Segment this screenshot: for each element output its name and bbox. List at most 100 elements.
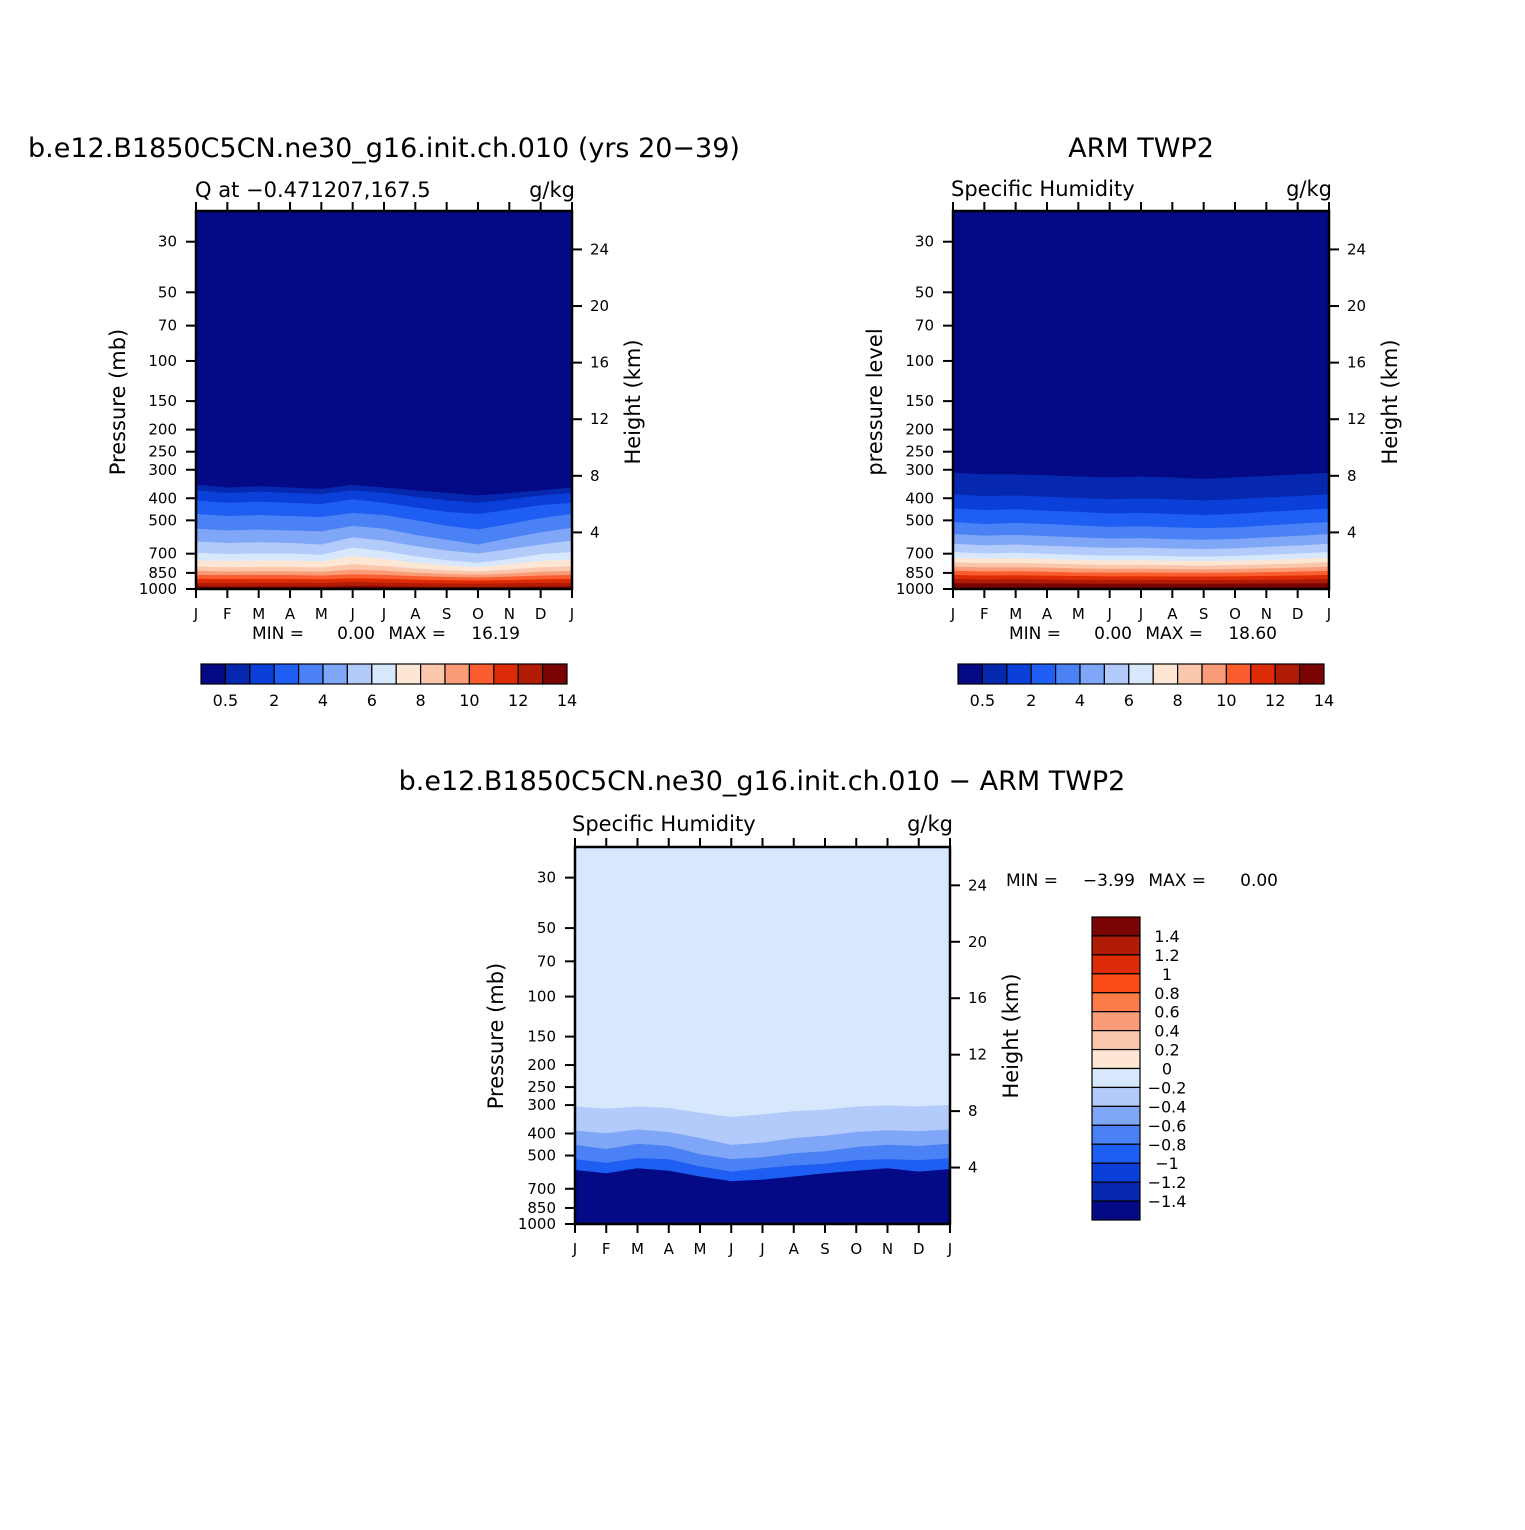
y-tick-label: 250 bbox=[527, 1078, 556, 1096]
y-tick-label: 150 bbox=[148, 392, 177, 410]
colorbar-label: 6 bbox=[367, 691, 377, 710]
y-tick-label: 1000 bbox=[518, 1215, 556, 1233]
panel-difference-units: g/kg bbox=[907, 812, 953, 836]
panel-difference: b.e12.B1850C5CN.ne30_g16.init.ch.010 − A… bbox=[399, 766, 1278, 1258]
colorbar-swatch bbox=[1091, 973, 1141, 994]
y-tick-label: 100 bbox=[905, 352, 934, 370]
colorbar-swatch bbox=[224, 663, 251, 685]
y-tick-label: 70 bbox=[158, 317, 177, 335]
y-tick-label: 100 bbox=[527, 988, 556, 1006]
colorbar-label: 10 bbox=[1216, 691, 1236, 710]
panel-difference-max-value: 0.00 bbox=[1240, 871, 1278, 891]
colorbar-swatch bbox=[1091, 1048, 1141, 1070]
y-tick-label: 100 bbox=[148, 352, 177, 370]
colorbar-label: 14 bbox=[1314, 691, 1334, 710]
x-tick-label: A bbox=[285, 605, 296, 623]
x-tick-label: A bbox=[1167, 605, 1178, 623]
colorbar-swatch bbox=[957, 663, 983, 685]
colorbar-swatch bbox=[1091, 954, 1141, 975]
panel-observation: ARM TWP2 Specific Humidity g/kg J F M A M J J A… bbox=[863, 133, 1402, 710]
y-tick-label: 30 bbox=[537, 869, 556, 887]
colorbar-swatch bbox=[1091, 1067, 1141, 1089]
colorbar-swatch bbox=[1250, 663, 1276, 685]
colorbar-swatch bbox=[1091, 1124, 1141, 1145]
colorbar-swatch bbox=[298, 663, 324, 685]
panel-difference-min-value: −3.99 bbox=[1083, 871, 1135, 891]
x-tick-label: J bbox=[349, 605, 354, 623]
right-tick-label: 12 bbox=[968, 1046, 987, 1064]
colorbar-label: 14 bbox=[557, 691, 577, 710]
y-tick-label: 1000 bbox=[139, 580, 177, 598]
y-tick-label: 30 bbox=[158, 233, 177, 251]
panel-difference-right-axis-label: Height (km) bbox=[999, 973, 1023, 1098]
y-tick-label: 500 bbox=[905, 511, 934, 529]
panel-model-max-label: MAX = bbox=[388, 624, 446, 644]
colorbar-label: −0.4 bbox=[1148, 1097, 1187, 1116]
y-tick-label: 50 bbox=[158, 283, 177, 301]
x-tick-label: D bbox=[535, 605, 547, 623]
colorbar-swatch bbox=[1176, 663, 1203, 685]
colorbar-swatch bbox=[1091, 1162, 1141, 1183]
colorbar-swatch bbox=[1152, 663, 1179, 685]
colorbar-swatch bbox=[371, 663, 397, 685]
colorbar-swatch bbox=[981, 663, 1008, 685]
colorbar-label: −1.2 bbox=[1148, 1173, 1187, 1192]
colorbar-swatch bbox=[1091, 935, 1141, 956]
right-tick-label: 16 bbox=[1347, 354, 1366, 372]
colorbar-label: 12 bbox=[1265, 691, 1285, 710]
colorbar-swatch bbox=[1006, 663, 1032, 685]
colorbar-swatch bbox=[1298, 663, 1325, 685]
y-tick-label: 700 bbox=[148, 545, 177, 563]
right-tick-label: 20 bbox=[968, 933, 987, 951]
x-tick-label: M bbox=[694, 1240, 707, 1258]
y-tick-label: 400 bbox=[527, 1124, 556, 1142]
y-tick-label: 200 bbox=[148, 421, 177, 439]
right-tick-label: 24 bbox=[1347, 240, 1366, 258]
colorbar-label: −0.2 bbox=[1148, 1078, 1187, 1097]
x-tick-label: M bbox=[315, 605, 328, 623]
colorbar-label: 6 bbox=[1124, 691, 1134, 710]
colorbar-swatch bbox=[1091, 1143, 1141, 1164]
right-tick-label: 12 bbox=[1347, 410, 1366, 428]
x-tick-label: A bbox=[789, 1240, 800, 1258]
x-tick-label: J bbox=[1138, 605, 1143, 623]
panel-model-units: g/kg bbox=[529, 178, 575, 202]
y-tick-label: 70 bbox=[537, 952, 556, 970]
x-tick-label: D bbox=[913, 1240, 925, 1258]
colorbar-swatch bbox=[1225, 663, 1252, 685]
y-tick-label: 850 bbox=[148, 564, 177, 582]
panel-difference-y-axis-label: Pressure (mb) bbox=[484, 963, 508, 1110]
x-tick-label: J bbox=[728, 1240, 733, 1258]
colorbar-swatch bbox=[1030, 663, 1057, 685]
panel-difference-title: b.e12.B1850C5CN.ne30_g16.init.ch.010 − A… bbox=[399, 766, 1126, 797]
colorbar-label: 12 bbox=[508, 691, 528, 710]
right-tick-label: 24 bbox=[590, 240, 609, 258]
panel-difference-variable-label: Specific Humidity bbox=[572, 812, 756, 836]
x-tick-label: J bbox=[759, 1240, 764, 1258]
y-tick-label: 850 bbox=[527, 1199, 556, 1217]
y-tick-label: 300 bbox=[905, 461, 934, 479]
y-tick-label: 70 bbox=[915, 317, 934, 335]
colorbar-swatch bbox=[1091, 992, 1141, 1013]
panel-observation-min-label: MIN = bbox=[1009, 624, 1061, 644]
right-tick-label: 16 bbox=[968, 989, 987, 1007]
colorbar-label: 1.2 bbox=[1154, 946, 1179, 965]
colorbar-swatch bbox=[493, 663, 519, 685]
colorbar-label: 8 bbox=[416, 691, 426, 710]
colorbar-label: 2 bbox=[1026, 691, 1036, 710]
y-tick-label: 700 bbox=[527, 1180, 556, 1198]
y-tick-label: 500 bbox=[148, 511, 177, 529]
colorbar-swatch bbox=[541, 663, 568, 685]
colorbar-swatch bbox=[420, 663, 446, 685]
y-tick-label: 400 bbox=[148, 489, 177, 507]
panel-model-title: b.e12.B1850C5CN.ne30_g16.init.ch.010 (yr… bbox=[28, 133, 740, 164]
y-tick-label: 150 bbox=[527, 1028, 556, 1046]
colorbar-label: 0.8 bbox=[1154, 984, 1179, 1003]
colorbar-swatch bbox=[1054, 663, 1081, 685]
colorbar-label: 8 bbox=[1173, 691, 1183, 710]
x-tick-label: S bbox=[442, 605, 452, 623]
colorbar-swatch bbox=[1128, 663, 1154, 685]
